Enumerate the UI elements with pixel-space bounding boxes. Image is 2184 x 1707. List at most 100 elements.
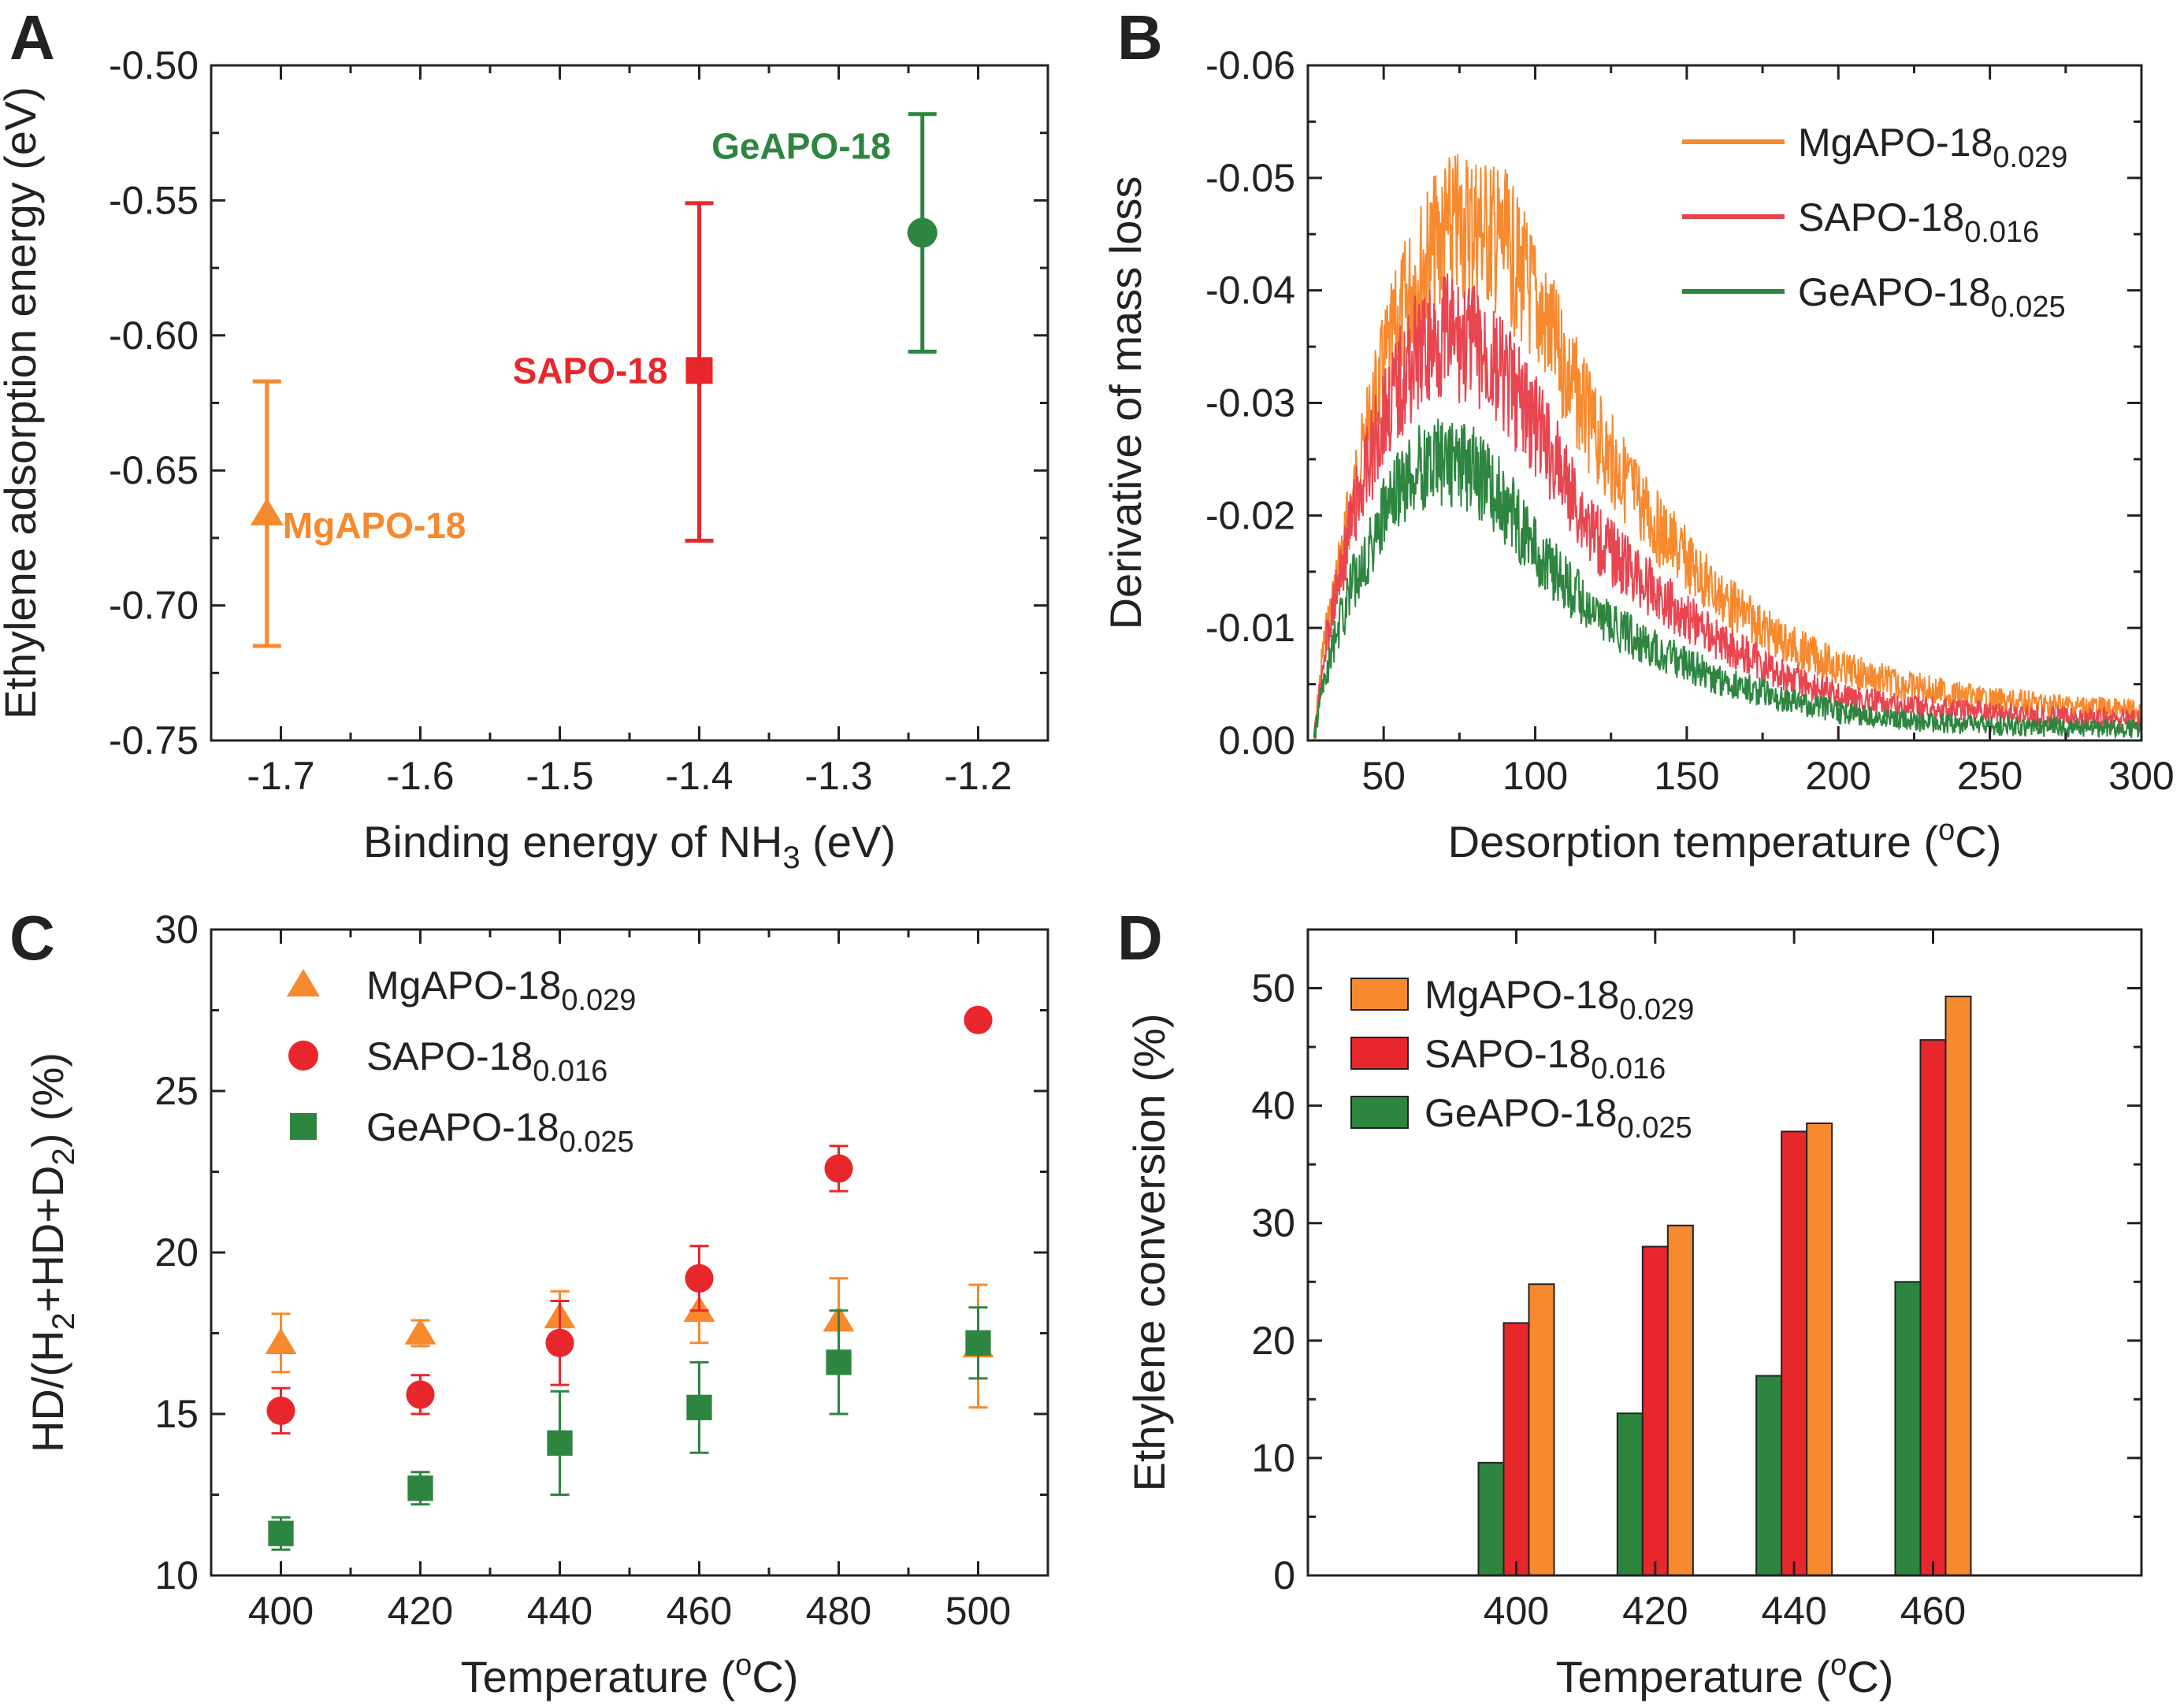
series-line <box>1313 273 2141 737</box>
y-tick-label: 0.00 <box>1219 718 1295 763</box>
x-tick-label: -1.3 <box>804 754 872 798</box>
y-tick-label: 30 <box>1251 1201 1295 1245</box>
x-tick-label: 50 <box>1361 754 1406 798</box>
data-point <box>407 1475 433 1501</box>
legend-label: GeAPO-180.025 <box>1424 1091 1692 1145</box>
y-tick-label: -0.50 <box>109 43 199 87</box>
y-tick-label: 10 <box>1251 1436 1295 1480</box>
y-tick-label: -0.06 <box>1205 43 1295 87</box>
bar <box>1502 1322 1530 1577</box>
y-tick-label: -0.02 <box>1205 493 1295 537</box>
x-tick-label: 200 <box>1806 754 1871 798</box>
y-tick-label: -0.01 <box>1205 606 1295 650</box>
x-axis-label: Binding energy of NH3 (eV) <box>363 817 896 875</box>
data-point <box>685 1264 714 1293</box>
bar <box>1806 1123 1833 1576</box>
y-tick-label: -0.03 <box>1205 381 1295 425</box>
y-tick-label: 40 <box>1251 1084 1295 1128</box>
panel-d-letter: D <box>1117 903 1163 973</box>
y-tick-label: 20 <box>1251 1319 1295 1363</box>
panel-a: A -1.7 -1.6 -1.5 -1.4 -1.3 -1.2 -0.75 -0.70 -0.65… <box>0 2 1049 875</box>
x-tick-label: -1.4 <box>665 754 733 798</box>
data-point <box>824 1154 853 1183</box>
bar <box>1781 1130 1808 1577</box>
y-tick-label: 20 <box>154 1230 199 1275</box>
data-point <box>266 1396 295 1425</box>
data-point <box>826 1349 852 1375</box>
y-tick-label: -0.05 <box>1205 156 1295 200</box>
y-tick-label: 30 <box>154 907 199 952</box>
bar <box>1528 1283 1555 1576</box>
data-point <box>250 498 284 526</box>
panel-c-frame <box>210 928 1049 1577</box>
x-tick-label: -1.7 <box>247 754 314 798</box>
legend-swatch <box>1350 1096 1409 1129</box>
y-tick-label: -0.55 <box>109 178 199 222</box>
data-point <box>545 1328 574 1357</box>
bar <box>1894 1281 1922 1576</box>
x-axis-label: Temperature (oC) <box>461 1649 799 1701</box>
legend-label: SAPO-180.016 <box>1424 1032 1666 1085</box>
panel-b: B 50 100 150 200 250 300 0.00 -0.01 -0.02 -0.03 -0.… <box>1101 2 2175 866</box>
y-tick-label: -0.60 <box>109 314 199 358</box>
bar <box>1944 995 1972 1576</box>
x-tick-label: 150 <box>1654 754 1719 798</box>
data-point <box>685 357 713 384</box>
legend-swatch <box>1350 978 1409 1011</box>
bar <box>1919 1039 1947 1577</box>
x-tick-label: -1.5 <box>526 754 593 798</box>
x-tick-label: 250 <box>1957 754 2022 798</box>
x-axis-label: Temperature (oC) <box>1556 1649 1894 1701</box>
bar <box>1641 1245 1669 1576</box>
x-tick-label: -1.2 <box>944 754 1012 798</box>
y-tick-label: 15 <box>154 1392 199 1436</box>
data-point <box>964 1005 993 1034</box>
y-tick-label: 0 <box>1273 1553 1295 1598</box>
y-axis-label: HD/(H2+HD+D2) (%) <box>23 1052 81 1453</box>
y-axis-label: Ethylene conversion (%) <box>1124 1014 1174 1492</box>
panel-c: C 400 420 440 460 480 500 10 15 20 25 30 Temperature… <box>9 903 1049 1701</box>
y-tick-label: -0.70 <box>109 584 199 628</box>
bar <box>1477 1461 1505 1576</box>
x-axis-label: Desorption temperature (oC) <box>1448 814 2002 866</box>
x-tick-label: 460 <box>667 1589 732 1633</box>
y-tick-label: 10 <box>154 1553 199 1598</box>
x-tick-label: -1.6 <box>386 754 454 798</box>
legend-swatch <box>1350 1037 1409 1070</box>
legend-swatch <box>287 969 320 996</box>
x-tick-label: 400 <box>248 1589 314 1633</box>
legend-label: SAPO-180.016 <box>1798 195 2039 249</box>
y-tick-label: 50 <box>1251 967 1295 1011</box>
data-point <box>907 217 938 248</box>
point-label: MgAPO-18 <box>283 505 466 546</box>
data-point <box>404 1318 436 1345</box>
data-point <box>268 1520 294 1546</box>
legend-label: GeAPO-180.025 <box>1798 270 2066 324</box>
x-tick-label: 100 <box>1502 754 1568 798</box>
y-tick-label: -0.65 <box>109 448 199 492</box>
panel-b-letter: B <box>1117 2 1163 72</box>
y-tick-label: 25 <box>154 1069 199 1113</box>
y-tick-label: -0.75 <box>109 718 199 763</box>
legend-label: SAPO-180.016 <box>366 1034 607 1088</box>
data-point <box>686 1394 712 1420</box>
data-point <box>406 1380 435 1409</box>
legend-label: MgAPO-180.029 <box>1798 121 2067 174</box>
panel-a-letter: A <box>9 2 55 72</box>
panel-d-frame <box>1306 928 2143 1577</box>
x-tick-label: 440 <box>527 1589 592 1633</box>
bar <box>1755 1375 1783 1576</box>
y-axis-label: Derivative of mass loss <box>1101 176 1150 630</box>
x-tick-label: 400 <box>1484 1589 1549 1633</box>
legend-swatch <box>288 1041 318 1071</box>
y-tick-label: -0.04 <box>1205 269 1295 313</box>
x-tick-label: 440 <box>1761 1589 1826 1633</box>
x-tick-label: 420 <box>1622 1589 1688 1633</box>
legend-label: MgAPO-180.029 <box>366 963 636 1017</box>
bar <box>1616 1412 1644 1576</box>
y-axis-label: Ethylene adsorption energy (eV) <box>0 87 45 719</box>
bar <box>1666 1224 1694 1577</box>
point-label: GeAPO-18 <box>711 126 891 167</box>
data-point <box>547 1430 573 1457</box>
